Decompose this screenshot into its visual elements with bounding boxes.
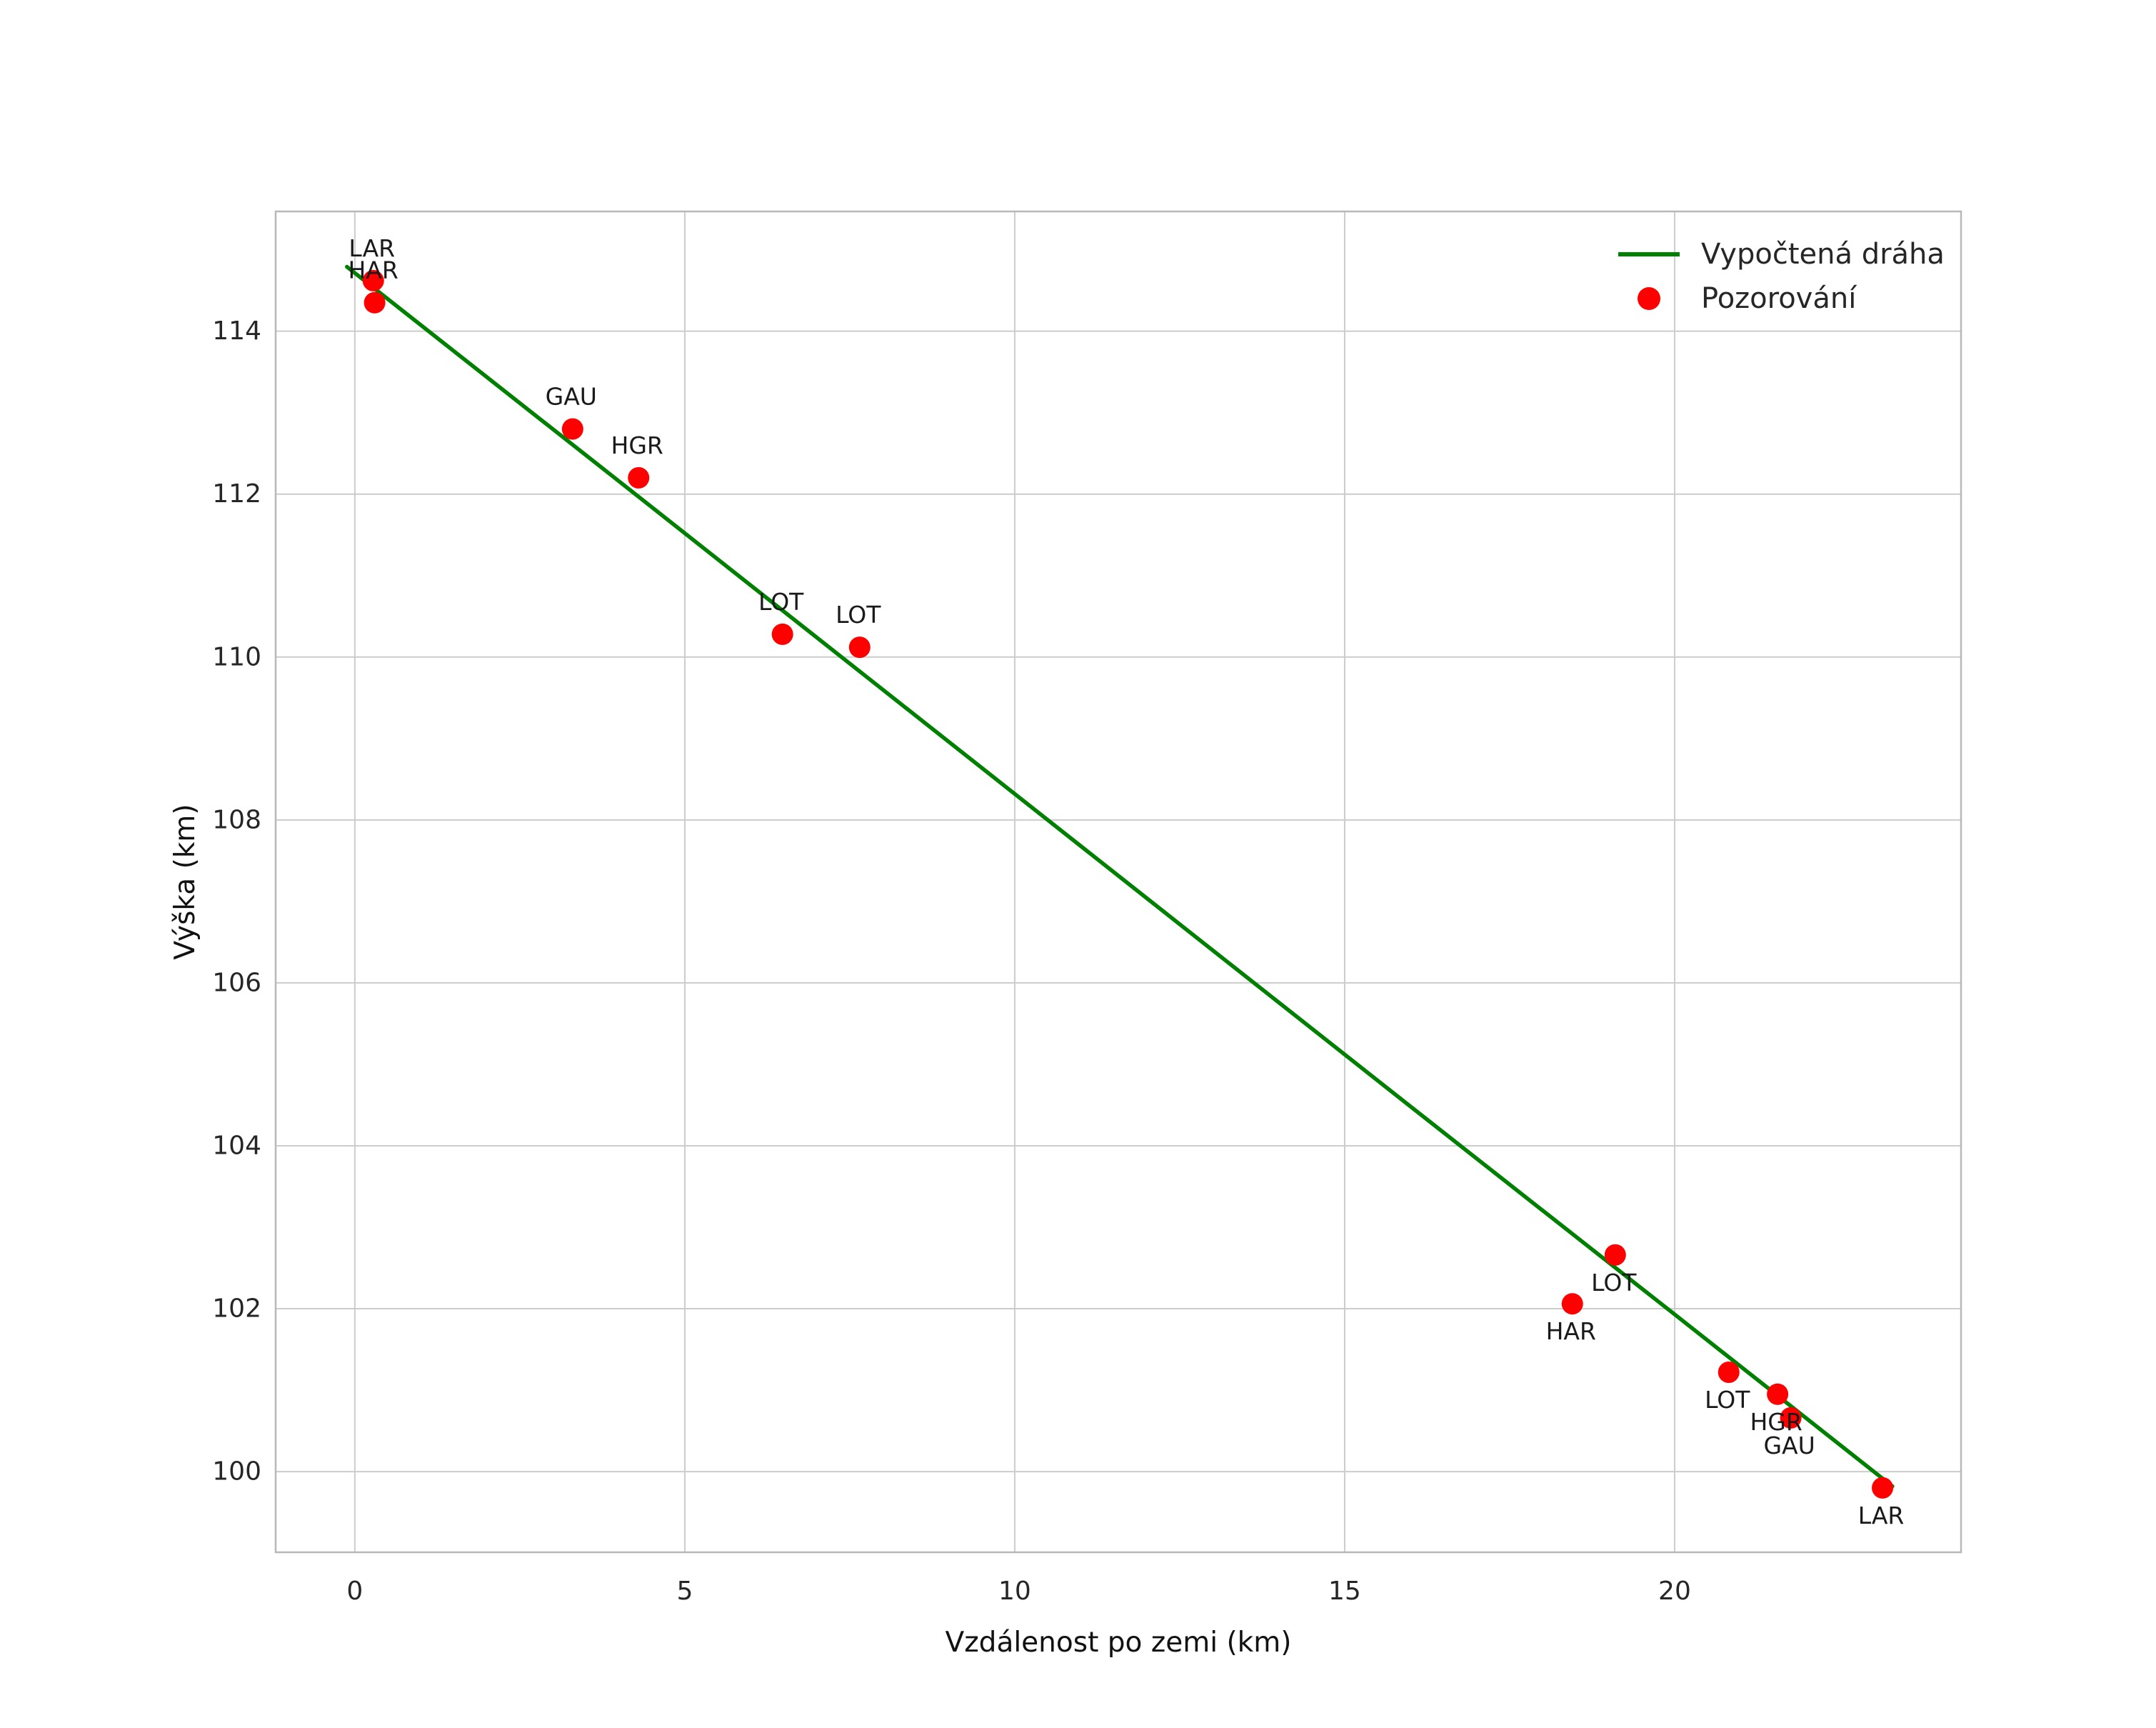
x-tick-label: 0: [346, 1577, 363, 1606]
legend-point-sample: [1638, 287, 1660, 310]
legend-label: Vypočtená dráha: [1701, 238, 1945, 271]
point-label: LOT: [758, 588, 804, 616]
y-tick-label: 104: [212, 1131, 261, 1160]
x-tick-label: 20: [1658, 1577, 1691, 1606]
x-axis-label: Vzdálenost po zemi (km): [946, 1627, 1292, 1659]
x-tick-label: 10: [998, 1577, 1031, 1606]
point-label: HGR: [1750, 1408, 1802, 1436]
point-label: LAR: [349, 234, 395, 262]
observation-point: [1718, 1361, 1740, 1383]
observation-point: [1604, 1244, 1626, 1266]
point-label: LOT: [836, 601, 881, 629]
y-tick-label: 112: [212, 479, 261, 509]
y-tick-label: 110: [212, 642, 261, 671]
point-label: HAR: [1546, 1317, 1596, 1345]
y-tick-label: 108: [212, 805, 261, 834]
observation-point: [561, 418, 583, 440]
point-label: LOT: [1705, 1386, 1750, 1414]
point-label: LOT: [1591, 1269, 1637, 1297]
x-tick-label: 5: [676, 1577, 693, 1606]
point-label: HAR: [348, 256, 398, 284]
observation-point: [771, 623, 793, 645]
observation-point: [848, 636, 871, 659]
x-tick-label: 15: [1328, 1577, 1361, 1606]
observation-point: [628, 466, 650, 489]
legend-label: Pozorování: [1701, 282, 1857, 315]
y-tick-label: 102: [212, 1294, 261, 1324]
point-label: LAR: [1858, 1502, 1905, 1529]
observation-point: [1872, 1477, 1894, 1499]
y-tick-label: 106: [212, 968, 261, 997]
plot-border: [274, 210, 1962, 1554]
observation-point: [362, 269, 384, 291]
observation-point: [1780, 1407, 1802, 1429]
point-label: GAU: [1763, 1432, 1815, 1459]
legend: Vypočtená dráha Pozorování: [1618, 238, 1945, 315]
observation-point: [1561, 1293, 1583, 1315]
point-label: GAU: [546, 382, 597, 410]
y-tick-label: 100: [212, 1457, 261, 1487]
y-axis-label: Výška (km): [169, 804, 201, 959]
point-label: HGR: [611, 431, 663, 459]
observation-point: [363, 291, 386, 314]
y-tick-label: 114: [212, 316, 261, 346]
trajectory-line: [345, 264, 1895, 1489]
observation-point: [1767, 1383, 1789, 1405]
